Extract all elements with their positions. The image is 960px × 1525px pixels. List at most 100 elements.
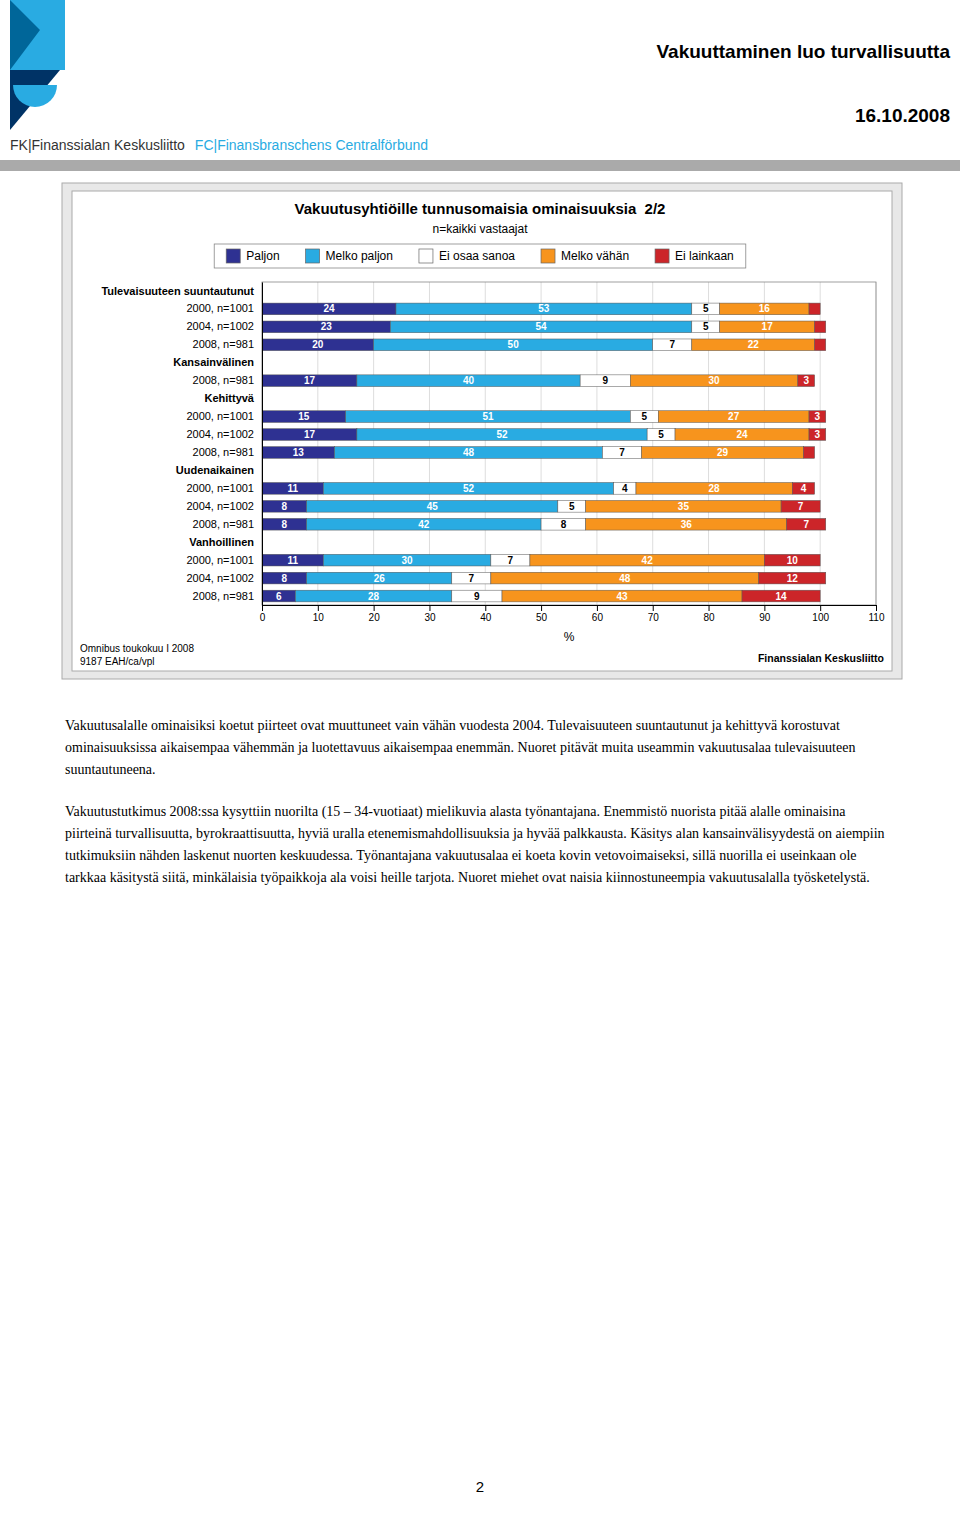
category-label: Uudenaikainen [176, 464, 255, 476]
data-label: 12 [787, 573, 799, 584]
category-label: 2008, n=981 [193, 446, 254, 458]
data-label: 3 [815, 411, 821, 422]
data-label: 30 [402, 555, 414, 566]
y-tick: 2008, n=981 [193, 590, 262, 602]
x-tick-mark [374, 605, 375, 611]
bar-segment [720, 303, 809, 315]
data-label: 4 [622, 483, 628, 494]
header-date: 16.10.2008 [855, 105, 950, 126]
footer-left: 9187 EAH/ca/vpl [80, 656, 155, 667]
data-label: 17 [762, 321, 774, 332]
y-tick: Vanhoillinen [189, 536, 262, 548]
plot-frame [262, 282, 876, 605]
logo-shape [10, 0, 65, 70]
data-label: 51 [483, 411, 495, 422]
category-label: 2008, n=981 [193, 518, 254, 530]
category-label: 2004, n=1002 [186, 572, 254, 584]
y-tick: 2000, n=1001 [186, 302, 262, 314]
y-tick: Kansainvälinen [173, 356, 262, 368]
bar-segment [262, 375, 357, 387]
org-name: FK|Finanssialan Keskusliitto [10, 137, 185, 153]
x-tick: 10 [313, 605, 325, 623]
x-tick: 100 [812, 605, 829, 623]
bar-segment [692, 321, 720, 333]
data-label: 5 [658, 429, 664, 440]
x-tick-mark [429, 605, 430, 611]
paragraph-line: tarkkaa käsitystä siitä, minkälaisia työ… [65, 870, 870, 885]
bar-segment [787, 518, 826, 530]
data-label: 8 [282, 519, 288, 530]
data-label: 3 [803, 375, 809, 386]
category-label: 2004, n=1002 [186, 320, 254, 332]
chart-inner-box [72, 191, 892, 671]
data-label: 7 [619, 447, 625, 458]
bar-segment [502, 590, 742, 602]
data-label: 36 [681, 519, 693, 530]
bars [262, 303, 826, 602]
category-label: 2000, n=1001 [186, 302, 254, 314]
legend-swatch [541, 249, 555, 263]
data-label: 11 [287, 483, 298, 494]
x-tick: 40 [480, 605, 492, 623]
bar-segment [262, 321, 390, 333]
data-label: 8 [282, 501, 288, 512]
paragraph-line: suuntautuneena. [65, 762, 156, 777]
bar-segment [541, 518, 586, 530]
paragraph-line: Vakuutusalalle ominaisiksi koetut piirte… [65, 718, 840, 733]
bar-segment [390, 321, 691, 333]
x-tick-label: 50 [536, 612, 548, 623]
bar-segment [636, 483, 792, 495]
y-tick: 2008, n=981 [193, 446, 262, 458]
category-label: Vanhoillinen [189, 536, 254, 548]
data-label: 15 [298, 411, 310, 422]
bar-segment [764, 554, 820, 566]
data-label: 8 [561, 519, 567, 530]
logo-shape [10, 70, 60, 130]
bar-segment [491, 554, 530, 566]
data-label: 7 [469, 573, 475, 584]
x-axis-line [263, 606, 877, 612]
bar-segment [792, 483, 814, 495]
y-tick: 2004, n=1002 [186, 500, 262, 512]
legend-swatch [655, 249, 669, 263]
paragraph-line: piirteinä turvallisuutta, byrokraattisuu… [65, 826, 885, 841]
x-tick-label: 30 [424, 612, 436, 623]
bar-segment [262, 339, 374, 351]
bar-segment [396, 303, 692, 315]
data-label: 7 [803, 519, 809, 530]
category-label: Kehittyvä [204, 392, 254, 404]
bar-segment [530, 554, 764, 566]
category-label: 2000, n=1001 [186, 482, 254, 494]
data-label: 20 [312, 339, 324, 350]
logo-shape [13, 85, 57, 107]
bar-segment [491, 572, 759, 584]
bar-segment [809, 411, 826, 423]
bar-segment [262, 572, 307, 584]
data-label: 5 [703, 303, 709, 314]
y-tick: Tulevaisuuteen suuntautunut [101, 284, 262, 296]
data-label: 16 [759, 303, 771, 314]
x-tick-mark [764, 605, 765, 611]
category-label: Tulevaisuuteen suuntautunut [101, 284, 254, 296]
x-tick-mark [876, 605, 877, 611]
x-tick-label: 20 [369, 612, 381, 623]
bar-segment [580, 375, 630, 387]
bar-segment [357, 429, 647, 441]
data-label: 54 [536, 321, 548, 332]
data-label: 48 [463, 447, 475, 458]
bar-segment [357, 375, 580, 387]
category-label: 2008, n=981 [193, 590, 254, 602]
paragraph: Vakuutustutkimus 2008:ssa kysyttiin nuor… [65, 804, 885, 885]
data-label: 45 [427, 501, 439, 512]
data-label: 3 [815, 429, 821, 440]
data-label: 9 [474, 591, 480, 602]
bar-segment [586, 518, 787, 530]
data-label: 17 [304, 429, 316, 440]
data-label: 24 [323, 303, 335, 314]
y-tick: 2004, n=1002 [186, 428, 262, 440]
bar-segment [323, 554, 490, 566]
y-tick: 2008, n=981 [193, 338, 262, 350]
x-tick-mark [485, 605, 486, 611]
data-label: 5 [703, 321, 709, 332]
data-label: 52 [463, 483, 475, 494]
